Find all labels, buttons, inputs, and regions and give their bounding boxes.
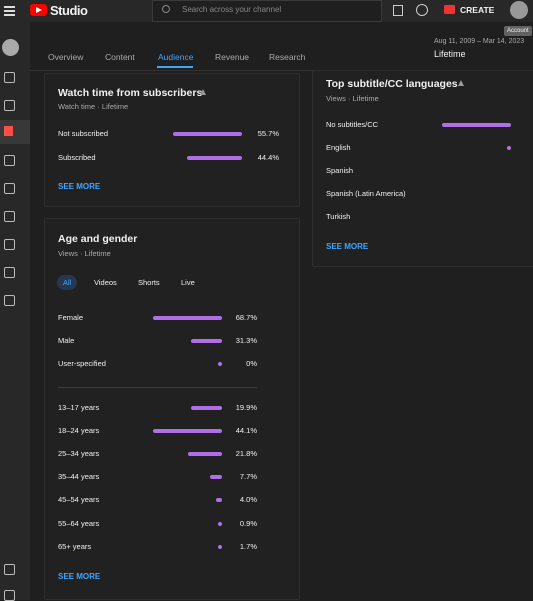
see-more[interactable]: SEE MORE (326, 242, 369, 251)
sidebar-icon[interactable] (4, 183, 15, 194)
bar (218, 362, 222, 366)
help-icon[interactable] (416, 4, 428, 16)
channel-avatar[interactable] (2, 39, 19, 56)
value-label: 1.7% (239, 541, 257, 551)
value-label: 44.4% (257, 153, 279, 162)
bar (190, 339, 222, 343)
search-placeholder: Search across your channel (182, 5, 282, 14)
value-label: 7.7% (239, 472, 257, 482)
bar (153, 429, 222, 434)
bar (507, 146, 511, 150)
bar (215, 498, 222, 503)
value-label: 19.9% (235, 403, 257, 412)
tooltip: Account (504, 26, 532, 36)
row-label: Female (58, 313, 84, 322)
card (312, 70, 533, 267)
logo-text: Studio (50, 3, 88, 18)
sidebar (0, 22, 30, 600)
row-label: Not subscribed (58, 129, 109, 138)
sidebar-icon[interactable] (4, 211, 15, 222)
card (44, 218, 300, 600)
sidebar-icon[interactable] (4, 72, 15, 83)
sidebar-icon[interactable] (4, 239, 15, 250)
analytics-icon[interactable] (4, 126, 13, 136)
messages-icon[interactable] (393, 5, 403, 16)
tab-indicator (157, 66, 193, 68)
card-title: Watch time from subscribers (58, 87, 203, 99)
bar (218, 544, 222, 549)
sidebar-icon[interactable] (4, 295, 15, 306)
filter[interactable]: Videos (94, 278, 117, 287)
value-label: 55.7% (257, 129, 279, 138)
sidebar-icon[interactable] (4, 590, 15, 601)
tab[interactable]: Overview (48, 52, 84, 62)
row-label: 55–64 years (58, 518, 100, 528)
bar (209, 475, 222, 480)
warning-icon[interactable] (200, 89, 206, 95)
bar (442, 123, 511, 127)
filter[interactable]: Live (181, 278, 195, 287)
card-title: Top subtitle/CC languages (326, 78, 458, 90)
row-label: No subtitles/CC (326, 120, 379, 129)
search-box[interactable] (152, 0, 382, 22)
row-label: Spanish (Latin America) (326, 189, 406, 198)
card-subtitle: Views · Lifetime (58, 249, 111, 258)
sidebar-icon[interactable] (4, 267, 15, 278)
divider (58, 387, 257, 388)
card-title: Age and gender (58, 233, 138, 245)
create-icon[interactable] (444, 5, 455, 14)
bar (190, 406, 222, 410)
logo-play (36, 7, 42, 13)
row-label: 65+ years (58, 541, 92, 551)
filter-active[interactable]: All (57, 275, 78, 290)
card (44, 73, 300, 207)
bar (186, 156, 242, 160)
sidebar-icon[interactable] (4, 100, 15, 111)
create-button[interactable]: CREATE (460, 5, 495, 15)
filter[interactable]: Shorts (138, 278, 160, 287)
warning-icon[interactable] (458, 80, 464, 86)
row-label: 45–54 years (58, 495, 100, 505)
bar (187, 452, 222, 457)
date-range[interactable]: Aug 11, 2009 – Mar 14, 2023 (434, 38, 525, 45)
tab-active[interactable]: Audience (158, 52, 194, 62)
card-subtitle: Views · Lifetime (326, 94, 379, 103)
row-label: 25–34 years (58, 449, 100, 459)
row-label: Male (58, 336, 75, 345)
tab[interactable]: Revenue (215, 52, 250, 62)
see-more[interactable]: SEE MORE (58, 572, 101, 581)
sidebar-icon[interactable] (4, 155, 15, 166)
value-label: 0.9% (239, 518, 257, 528)
tab[interactable]: Content (105, 52, 135, 62)
menu-icon[interactable] (4, 6, 15, 8)
value-label: 4.0% (239, 495, 257, 505)
bar (173, 132, 242, 136)
row-label: Turkish (326, 212, 351, 221)
tab-divider (30, 70, 533, 71)
row-label: Subscribed (58, 153, 96, 162)
value-label: 21.8% (235, 449, 257, 459)
value-label: 0% (246, 359, 257, 368)
row-label: English (326, 143, 351, 152)
see-more[interactable]: SEE MORE (58, 182, 101, 191)
row-label: 13–17 years (58, 403, 100, 412)
tab[interactable]: Research (269, 52, 306, 62)
date-period[interactable]: Lifetime (434, 49, 466, 59)
row-label: Spanish (326, 166, 354, 175)
search-icon (162, 5, 170, 13)
sidebar-icon[interactable] (4, 564, 15, 575)
value-label: 68.7% (235, 313, 257, 322)
bar (153, 316, 222, 320)
account-avatar[interactable] (510, 1, 528, 19)
row-label: User-specified (58, 359, 106, 368)
row-label: 18–24 years (58, 426, 100, 436)
card-subtitle: Watch time · Lifetime (58, 102, 129, 111)
row-label: 35–44 years (58, 472, 100, 482)
value-label: 31.3% (235, 336, 257, 345)
bar (218, 521, 222, 526)
value-label: 44.1% (235, 426, 257, 436)
